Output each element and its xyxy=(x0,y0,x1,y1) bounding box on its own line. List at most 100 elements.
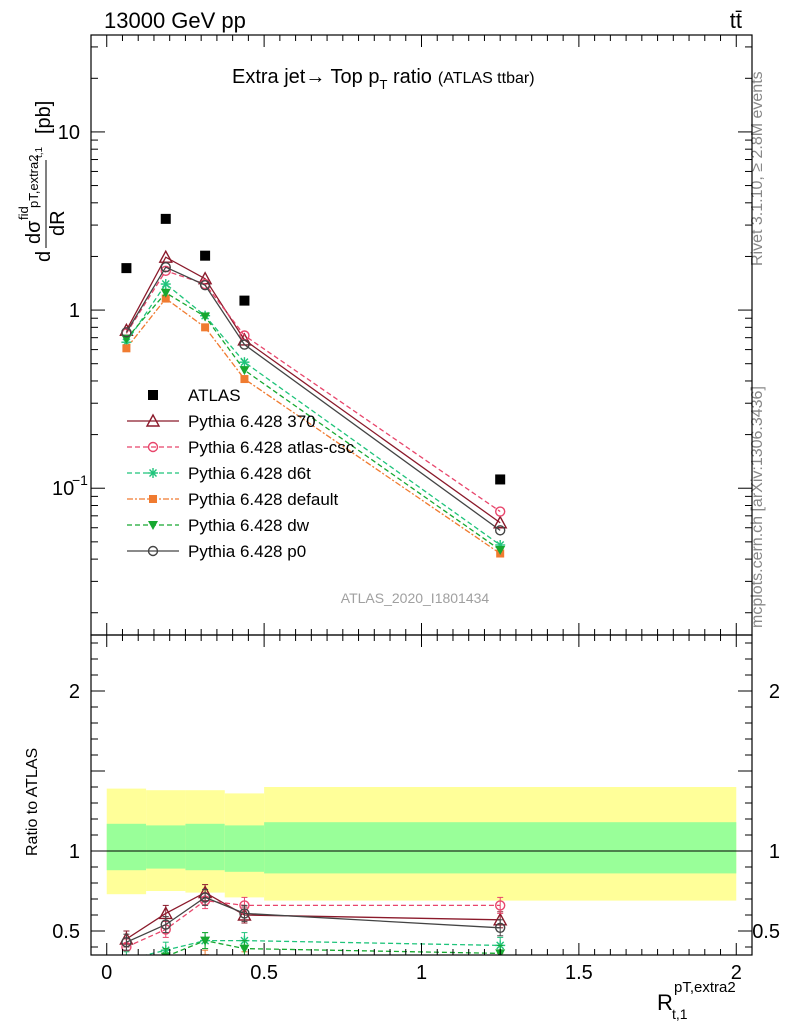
x-tick-label: 0 xyxy=(101,962,112,984)
ratio-y-tick-label: 0.5 xyxy=(52,921,80,943)
data-point xyxy=(240,375,249,384)
ratio-y-label: Ratio to ATLAS xyxy=(24,748,41,856)
data-point xyxy=(240,956,248,964)
data-point xyxy=(495,546,506,556)
data-point xyxy=(496,957,504,965)
data-point xyxy=(239,366,250,376)
data-point xyxy=(147,441,159,453)
y-tick-label: 10 xyxy=(58,122,80,144)
ratio-series-line xyxy=(126,958,500,966)
data-point xyxy=(239,339,250,350)
data-point xyxy=(239,357,250,368)
data-point xyxy=(200,312,211,322)
data-point xyxy=(121,327,132,338)
data-point-stroke xyxy=(161,280,170,289)
x-tick-label: 1 xyxy=(416,962,427,984)
data-point xyxy=(122,344,131,353)
data-point xyxy=(122,962,130,970)
data-point xyxy=(201,323,210,332)
series-line xyxy=(125,266,501,531)
svg-text:dR: dR xyxy=(47,210,69,236)
analysis-watermark: ATLAS_2020_I1801434 xyxy=(341,590,490,606)
ratio-y-tick-label: 1 xyxy=(69,841,80,863)
svg-text:[pb]: [pb] xyxy=(33,101,55,134)
x-tick-label: 1.5 xyxy=(565,962,593,984)
mcplots-label: mcplots.cern.ch [arXiv:1306.3436] xyxy=(749,386,766,628)
x-axis-label: R pT,extra2 t,1 xyxy=(657,979,736,1022)
y-tick-label: 1 xyxy=(69,300,80,322)
data-point xyxy=(494,525,506,536)
legend-item: Pythia 6.428 370 xyxy=(127,412,316,431)
data-point xyxy=(239,295,250,306)
legend-label: Pythia 6.428 default xyxy=(188,490,339,509)
data-point xyxy=(147,545,159,557)
data-point-stroke xyxy=(240,358,249,367)
band-inner xyxy=(264,822,737,874)
data-point-stroke xyxy=(123,956,130,963)
ratio-series-line xyxy=(126,899,501,948)
data-point xyxy=(145,413,161,427)
legend-label: Pythia 6.428 d6t xyxy=(188,464,311,483)
legend-item: Pythia 6.428 atlas-csc xyxy=(127,438,355,457)
data-point xyxy=(121,263,132,274)
svg-text:pT,extra2: pT,extra2 xyxy=(674,979,736,996)
legend-label: Pythia 6.428 370 xyxy=(188,412,316,431)
legend-label: Pythia 6.428 p0 xyxy=(188,542,306,561)
band-inner xyxy=(224,825,265,872)
data-point-stroke xyxy=(149,469,157,477)
band-inner xyxy=(106,823,147,871)
data-point xyxy=(160,262,171,273)
data-point xyxy=(493,515,508,529)
data-point xyxy=(200,250,211,261)
y-tick-label-base: 10 xyxy=(52,478,74,500)
data-point xyxy=(239,908,250,919)
data-point-stroke xyxy=(123,956,130,963)
x-tick-label: 0.5 xyxy=(250,962,278,984)
legend-item: Pythia 6.428 dw xyxy=(127,516,310,535)
data-point xyxy=(160,279,171,290)
svg-text:R: R xyxy=(657,990,673,1015)
data-point xyxy=(160,213,171,224)
data-point xyxy=(239,944,250,954)
data-point xyxy=(121,937,132,948)
legend-item: ATLAS xyxy=(148,386,241,405)
data-point xyxy=(121,334,132,344)
rivet-label: Rivet 3.1.10, ≥ 2.8M events xyxy=(749,71,766,266)
data-point xyxy=(148,521,158,530)
data-point xyxy=(123,954,130,963)
data-point xyxy=(121,959,131,968)
ratio-uncertainty-bands xyxy=(91,787,752,901)
main-series-lines xyxy=(119,213,508,558)
ratio-y-tick-label: 2 xyxy=(69,681,80,703)
series-line xyxy=(125,256,501,524)
data-point xyxy=(494,922,506,933)
band-inner xyxy=(146,825,186,869)
chart-title: Extra jet→ Top pT ratio (ATLAS ttbar) xyxy=(232,66,535,92)
ratio-y-tick-label-right: 2 xyxy=(769,681,780,703)
process-label: tt̄ xyxy=(730,8,742,33)
y-tick-label-exp: −1 xyxy=(72,472,88,488)
svg-text:t,1: t,1 xyxy=(672,1006,688,1022)
ratio-series-lines xyxy=(119,884,508,970)
data-point xyxy=(160,265,171,277)
data-point xyxy=(199,279,211,291)
data-point xyxy=(148,468,158,478)
data-point xyxy=(149,495,157,503)
data-point xyxy=(160,288,171,298)
svg-text:dσ: dσ xyxy=(23,220,45,244)
x-tick-label: 2 xyxy=(731,962,742,984)
data-point xyxy=(494,506,506,517)
svg-text:t,1: t,1 xyxy=(34,146,45,158)
svg-text:fid: fid xyxy=(16,206,31,220)
band-inner xyxy=(185,823,225,871)
data-point xyxy=(200,936,211,946)
legend: ATLAS Pythia 6.428 370 Pythia 6.428 atlas-… xyxy=(127,386,355,561)
data-point xyxy=(199,892,211,903)
ratio-y-tick-label-right: 1 xyxy=(769,841,780,863)
legend-label: ATLAS xyxy=(188,386,241,405)
data-point xyxy=(162,957,170,965)
collision-label: 13000 GeV pp xyxy=(104,8,246,33)
y-tick-label: 10−1 xyxy=(52,472,88,500)
legend-label: Pythia 6.428 dw xyxy=(188,516,310,535)
ratio-y-tick-label-right: 0.5 xyxy=(752,921,780,943)
